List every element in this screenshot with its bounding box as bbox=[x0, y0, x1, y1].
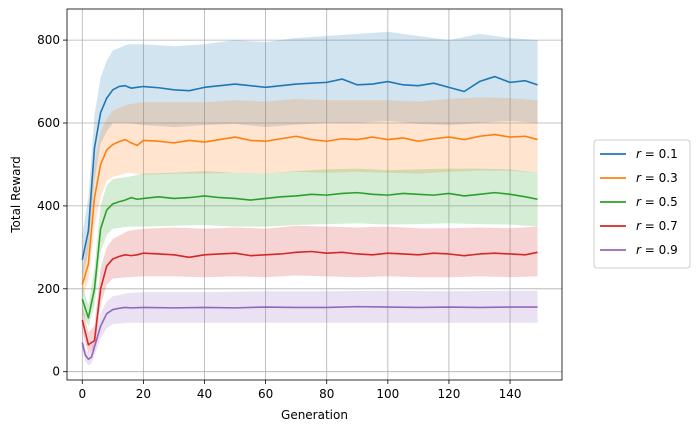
series-lines bbox=[81, 75, 538, 361]
x-tick-label: 40 bbox=[197, 387, 212, 401]
legend-label: r = 0.5 bbox=[636, 195, 678, 209]
axis-ticks: 0 20 40 60 80 100 120 140 0 200 400 600 800 bbox=[37, 33, 521, 401]
y-tick-label: 600 bbox=[37, 116, 60, 130]
x-tick-label: 0 bbox=[78, 387, 86, 401]
series-band bbox=[82, 290, 538, 366]
legend-item: r = 0.1 bbox=[600, 147, 678, 161]
y-tick-label: 0 bbox=[52, 365, 60, 379]
series-line bbox=[81, 191, 538, 319]
y-tick-label: 200 bbox=[37, 282, 60, 296]
x-tick-label: 60 bbox=[258, 387, 273, 401]
legend-label: r = 0.1 bbox=[636, 147, 678, 161]
legend: r = 0.1 r = 0.3 r = 0.5 r = 0.7 r = 0.9 bbox=[593, 139, 691, 269]
x-tick-label: 100 bbox=[376, 387, 399, 401]
x-tick-label: 80 bbox=[319, 387, 334, 401]
series-band bbox=[82, 225, 538, 354]
legend-item: r = 0.3 bbox=[600, 171, 678, 185]
series-line bbox=[81, 250, 538, 346]
series-line bbox=[81, 75, 538, 260]
legend-item: r = 0.7 bbox=[600, 219, 678, 233]
series-band bbox=[82, 31, 538, 281]
legend-item: r = 0.5 bbox=[600, 195, 678, 209]
x-tick-label: 120 bbox=[437, 387, 460, 401]
legend-label: r = 0.3 bbox=[636, 171, 678, 185]
x-axis-label: Generation bbox=[281, 408, 348, 422]
x-tick-label: 20 bbox=[136, 387, 151, 401]
series-line bbox=[81, 305, 538, 361]
series-line bbox=[81, 133, 538, 285]
plot-frame bbox=[66, 8, 563, 381]
y-tick-label: 400 bbox=[37, 199, 60, 213]
y-tick-label: 800 bbox=[37, 33, 60, 47]
series-bands bbox=[82, 31, 538, 366]
series-band bbox=[82, 168, 538, 327]
legend-label: r = 0.7 bbox=[636, 219, 678, 233]
legend-box bbox=[593, 139, 691, 269]
legend-item: r = 0.9 bbox=[600, 243, 678, 257]
legend-label: r = 0.9 bbox=[636, 243, 678, 257]
x-tick-label: 140 bbox=[499, 387, 522, 401]
y-axis-label: Total Reward bbox=[9, 156, 23, 234]
series-band bbox=[82, 97, 538, 298]
